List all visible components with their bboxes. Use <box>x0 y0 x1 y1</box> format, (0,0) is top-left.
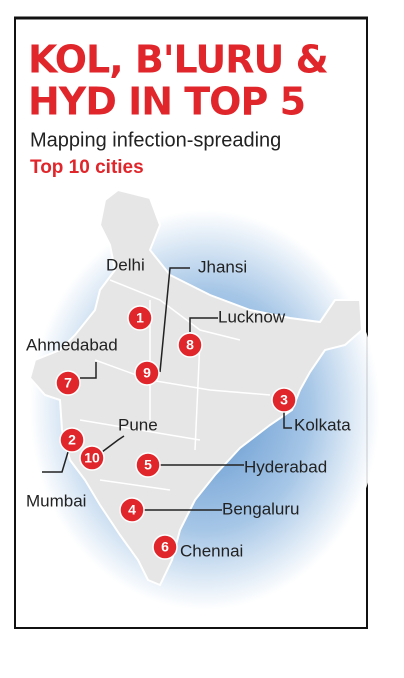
state-borders <box>79 279 271 491</box>
city-rank: 5 <box>144 457 152 473</box>
city-marker <box>135 452 161 478</box>
city-marker <box>79 445 105 471</box>
leader-line <box>42 451 69 473</box>
city-name: Delhi <box>106 255 145 274</box>
leader-line <box>101 435 125 453</box>
subtitle: Mapping infection-spreading <box>30 129 281 151</box>
city-name: Lucknow <box>218 307 286 326</box>
city-rank: 2 <box>68 432 76 448</box>
city-rank: 3 <box>280 392 288 408</box>
city-marker <box>177 332 203 358</box>
city-marker <box>55 370 81 396</box>
city-rank: 8 <box>186 337 194 353</box>
city-name: Jhansi <box>198 257 247 276</box>
city-marker <box>134 360 160 386</box>
city-name: Ahmedabad <box>26 335 118 354</box>
city-rank: 9 <box>143 365 151 381</box>
city-rank: 7 <box>64 375 72 391</box>
city-rank: 10 <box>84 450 100 466</box>
leader-line <box>80 362 97 379</box>
city-name: Hyderabad <box>244 457 327 476</box>
city-rank: 4 <box>128 502 136 518</box>
city-name: Kolkata <box>294 415 351 434</box>
city-name: Chennai <box>180 541 243 560</box>
city-marker <box>127 305 153 331</box>
tag: Top 10 cities <box>30 157 144 178</box>
leader-line <box>159 267 190 373</box>
city-name: Bengaluru <box>222 499 300 518</box>
city-marker <box>271 387 297 413</box>
city-marker <box>59 427 85 453</box>
city-marker <box>152 534 178 560</box>
title-line: HYD IN TOP 5 <box>28 80 305 124</box>
city-rank: 6 <box>161 539 169 555</box>
leader-line <box>283 412 292 429</box>
city-marker <box>119 497 145 523</box>
city-name: Mumbai <box>26 491 86 510</box>
city-markers: 1 Delhi 2 Mumbai 3 Kolkata 4 Bengaluru 5 Hyderaba… <box>26 255 351 560</box>
city-rank: 1 <box>136 310 144 326</box>
city-name: Pune <box>118 415 158 434</box>
leader-line <box>189 317 218 332</box>
title-line: KOL, B'LURU & <box>28 38 328 82</box>
